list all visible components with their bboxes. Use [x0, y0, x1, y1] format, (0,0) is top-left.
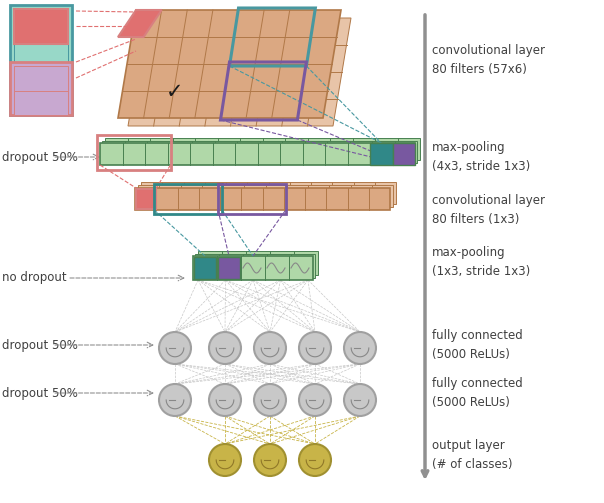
Circle shape [299, 332, 331, 364]
Bar [198, 251, 318, 275]
Bar [97, 135, 170, 170]
Polygon shape [118, 10, 341, 118]
Circle shape [299, 444, 331, 476]
Bar [194, 257, 216, 279]
Bar [14, 66, 68, 115]
Bar [135, 188, 390, 210]
Text: no dropout: no dropout [2, 272, 66, 285]
Circle shape [159, 384, 191, 416]
Polygon shape [128, 18, 351, 126]
Bar [393, 143, 415, 165]
Text: output layer
(# of classes): output layer (# of classes) [432, 439, 513, 471]
Polygon shape [118, 10, 162, 37]
Circle shape [254, 332, 286, 364]
Bar [10, 5, 72, 115]
Text: max-pooling
(1x3, stride 1x3): max-pooling (1x3, stride 1x3) [432, 246, 530, 278]
Text: dropout 50%: dropout 50% [2, 339, 78, 352]
Bar [14, 9, 68, 115]
Text: fully connected
(5000 ReLUs): fully connected (5000 ReLUs) [432, 329, 522, 361]
Bar [154, 184, 222, 214]
Circle shape [209, 332, 241, 364]
Text: dropout 50%: dropout 50% [2, 386, 78, 399]
Bar [138, 185, 393, 207]
Bar [218, 257, 240, 279]
Text: max-pooling
(4x3, stride 1x3): max-pooling (4x3, stride 1x3) [432, 141, 530, 173]
Text: fully connected
(5000 ReLUs): fully connected (5000 ReLUs) [432, 377, 522, 409]
Circle shape [159, 332, 191, 364]
Bar [218, 184, 286, 214]
Bar [370, 143, 393, 165]
Text: ✓: ✓ [166, 82, 184, 102]
Circle shape [344, 332, 376, 364]
Text: convolutional layer
80 filters (1x3): convolutional layer 80 filters (1x3) [432, 194, 545, 226]
Bar [102, 141, 417, 163]
Circle shape [254, 384, 286, 416]
Bar [100, 143, 415, 165]
Bar [195, 254, 315, 278]
Circle shape [344, 384, 376, 416]
Circle shape [299, 384, 331, 416]
Bar [14, 9, 68, 44]
Circle shape [209, 384, 241, 416]
Bar [136, 189, 156, 209]
Circle shape [209, 444, 241, 476]
Bar [141, 182, 396, 204]
Text: dropout 50%: dropout 50% [2, 150, 78, 163]
Bar [105, 138, 420, 160]
Circle shape [254, 444, 286, 476]
Bar [10, 62, 72, 115]
Bar [193, 256, 313, 280]
Text: convolutional layer
80 filters (57x6): convolutional layer 80 filters (57x6) [432, 44, 545, 76]
